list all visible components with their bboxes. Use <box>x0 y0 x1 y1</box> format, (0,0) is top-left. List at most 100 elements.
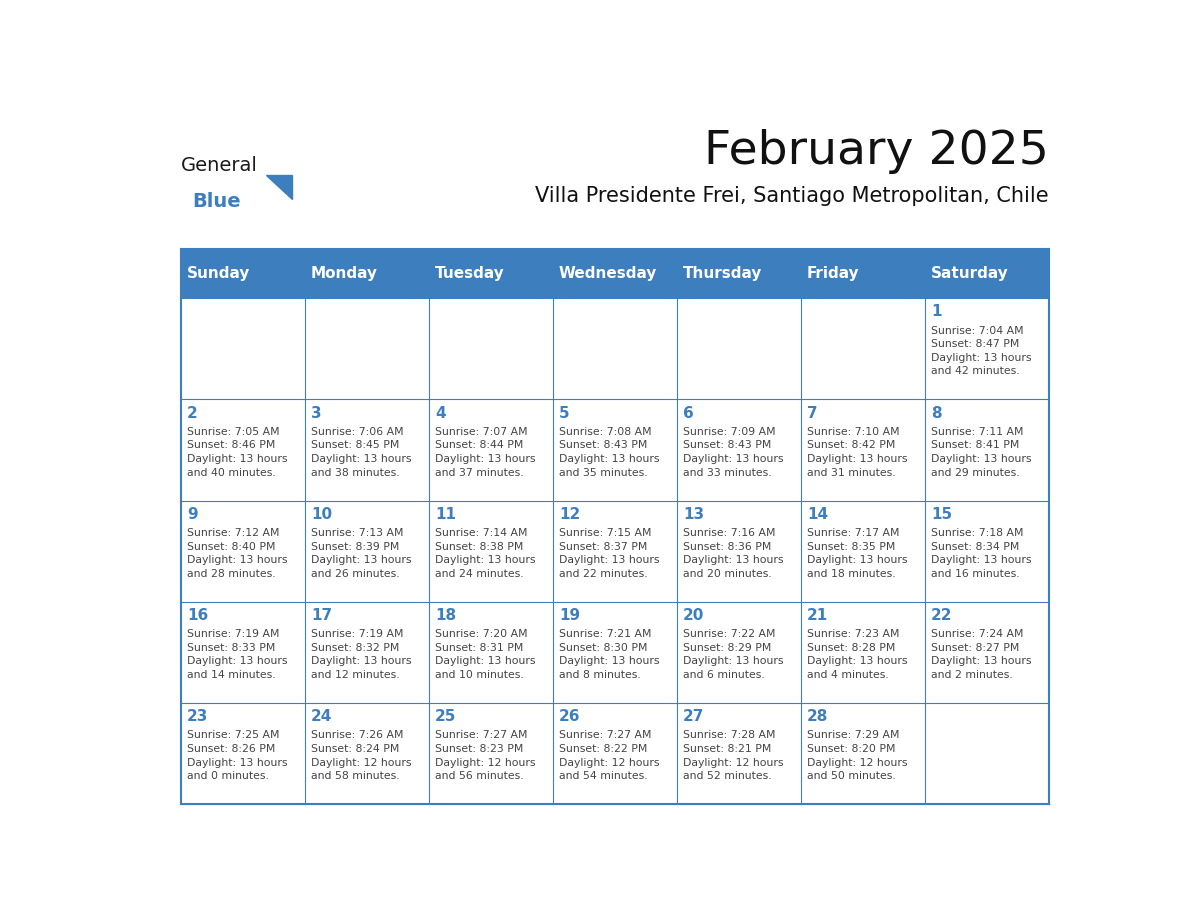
Bar <box>925 500 1049 602</box>
Text: 19: 19 <box>560 608 580 623</box>
Text: General: General <box>181 156 258 175</box>
Text: 7: 7 <box>807 406 817 420</box>
Bar <box>677 500 801 602</box>
Text: Sunrise: 7:13 AM
Sunset: 8:39 PM
Daylight: 13 hours
and 26 minutes.: Sunrise: 7:13 AM Sunset: 8:39 PM Dayligh… <box>311 528 411 578</box>
Bar <box>429 602 552 703</box>
Text: 25: 25 <box>435 710 456 724</box>
Text: 27: 27 <box>683 710 704 724</box>
Text: Sunrise: 7:23 AM
Sunset: 8:28 PM
Daylight: 13 hours
and 4 minutes.: Sunrise: 7:23 AM Sunset: 8:28 PM Dayligh… <box>807 629 908 680</box>
Bar <box>801 250 925 298</box>
Text: Sunrise: 7:25 AM
Sunset: 8:26 PM
Daylight: 13 hours
and 0 minutes.: Sunrise: 7:25 AM Sunset: 8:26 PM Dayligh… <box>187 731 287 781</box>
Bar <box>677 703 801 804</box>
Text: Sunrise: 7:19 AM
Sunset: 8:33 PM
Daylight: 13 hours
and 14 minutes.: Sunrise: 7:19 AM Sunset: 8:33 PM Dayligh… <box>187 629 287 680</box>
Text: 13: 13 <box>683 507 704 521</box>
Text: Sunrise: 7:14 AM
Sunset: 8:38 PM
Daylight: 13 hours
and 24 minutes.: Sunrise: 7:14 AM Sunset: 8:38 PM Dayligh… <box>435 528 536 578</box>
Text: Sunrise: 7:15 AM
Sunset: 8:37 PM
Daylight: 13 hours
and 22 minutes.: Sunrise: 7:15 AM Sunset: 8:37 PM Dayligh… <box>560 528 659 578</box>
Text: Sunrise: 7:09 AM
Sunset: 8:43 PM
Daylight: 13 hours
and 33 minutes.: Sunrise: 7:09 AM Sunset: 8:43 PM Dayligh… <box>683 427 784 477</box>
Text: 28: 28 <box>807 710 828 724</box>
Bar <box>181 602 305 703</box>
Text: 8: 8 <box>931 406 942 420</box>
Text: Sunrise: 7:26 AM
Sunset: 8:24 PM
Daylight: 12 hours
and 58 minutes.: Sunrise: 7:26 AM Sunset: 8:24 PM Dayligh… <box>311 731 411 781</box>
Text: February 2025: February 2025 <box>704 129 1049 174</box>
Text: Sunrise: 7:24 AM
Sunset: 8:27 PM
Daylight: 13 hours
and 2 minutes.: Sunrise: 7:24 AM Sunset: 8:27 PM Dayligh… <box>931 629 1031 680</box>
Bar <box>925 298 1049 399</box>
Text: 18: 18 <box>435 608 456 623</box>
Text: Sunrise: 7:05 AM
Sunset: 8:46 PM
Daylight: 13 hours
and 40 minutes.: Sunrise: 7:05 AM Sunset: 8:46 PM Dayligh… <box>187 427 287 477</box>
Bar <box>181 298 305 399</box>
Text: Thursday: Thursday <box>683 266 763 281</box>
Bar <box>677 298 801 399</box>
Bar <box>677 250 801 298</box>
Text: 14: 14 <box>807 507 828 521</box>
Bar <box>552 298 677 399</box>
Text: Monday: Monday <box>311 266 378 281</box>
Text: 9: 9 <box>187 507 197 521</box>
Text: Sunrise: 7:11 AM
Sunset: 8:41 PM
Daylight: 13 hours
and 29 minutes.: Sunrise: 7:11 AM Sunset: 8:41 PM Dayligh… <box>931 427 1031 477</box>
Text: 22: 22 <box>931 608 953 623</box>
Text: 20: 20 <box>683 608 704 623</box>
Text: 1: 1 <box>931 304 942 319</box>
Text: Sunrise: 7:19 AM
Sunset: 8:32 PM
Daylight: 13 hours
and 12 minutes.: Sunrise: 7:19 AM Sunset: 8:32 PM Dayligh… <box>311 629 411 680</box>
Text: Sunrise: 7:20 AM
Sunset: 8:31 PM
Daylight: 13 hours
and 10 minutes.: Sunrise: 7:20 AM Sunset: 8:31 PM Dayligh… <box>435 629 536 680</box>
Bar <box>181 500 305 602</box>
Text: Sunrise: 7:29 AM
Sunset: 8:20 PM
Daylight: 12 hours
and 50 minutes.: Sunrise: 7:29 AM Sunset: 8:20 PM Dayligh… <box>807 731 908 781</box>
Text: 21: 21 <box>807 608 828 623</box>
Bar <box>305 703 429 804</box>
Bar <box>429 298 552 399</box>
Text: Saturday: Saturday <box>931 266 1009 281</box>
Bar <box>429 250 552 298</box>
Bar <box>181 250 305 298</box>
Text: Blue: Blue <box>191 192 240 210</box>
Text: 2: 2 <box>187 406 197 420</box>
Text: 4: 4 <box>435 406 446 420</box>
Bar <box>801 602 925 703</box>
Text: Sunrise: 7:27 AM
Sunset: 8:22 PM
Daylight: 12 hours
and 54 minutes.: Sunrise: 7:27 AM Sunset: 8:22 PM Dayligh… <box>560 731 659 781</box>
Text: 15: 15 <box>931 507 953 521</box>
Text: 17: 17 <box>311 608 333 623</box>
Text: Tuesday: Tuesday <box>435 266 505 281</box>
Bar <box>801 703 925 804</box>
Text: 11: 11 <box>435 507 456 521</box>
Bar <box>552 500 677 602</box>
Text: Villa Presidente Frei, Santiago Metropolitan, Chile: Villa Presidente Frei, Santiago Metropol… <box>536 185 1049 206</box>
Text: 16: 16 <box>187 608 208 623</box>
Bar <box>925 399 1049 500</box>
Text: Friday: Friday <box>807 266 860 281</box>
Bar <box>925 602 1049 703</box>
Bar <box>552 250 677 298</box>
Text: Sunrise: 7:18 AM
Sunset: 8:34 PM
Daylight: 13 hours
and 16 minutes.: Sunrise: 7:18 AM Sunset: 8:34 PM Dayligh… <box>931 528 1031 578</box>
Text: 12: 12 <box>560 507 580 521</box>
Text: 23: 23 <box>187 710 208 724</box>
Text: 3: 3 <box>311 406 322 420</box>
Bar <box>677 602 801 703</box>
Bar <box>552 602 677 703</box>
Bar <box>305 250 429 298</box>
Text: Wednesday: Wednesday <box>560 266 657 281</box>
Text: 5: 5 <box>560 406 569 420</box>
Bar <box>429 399 552 500</box>
Bar <box>677 399 801 500</box>
Text: Sunrise: 7:04 AM
Sunset: 8:47 PM
Daylight: 13 hours
and 42 minutes.: Sunrise: 7:04 AM Sunset: 8:47 PM Dayligh… <box>931 326 1031 376</box>
Bar <box>925 703 1049 804</box>
Bar <box>801 500 925 602</box>
Text: 26: 26 <box>560 710 581 724</box>
Text: Sunrise: 7:06 AM
Sunset: 8:45 PM
Daylight: 13 hours
and 38 minutes.: Sunrise: 7:06 AM Sunset: 8:45 PM Dayligh… <box>311 427 411 477</box>
Bar <box>925 250 1049 298</box>
Bar <box>801 298 925 399</box>
Text: 24: 24 <box>311 710 333 724</box>
Bar <box>305 399 429 500</box>
Text: 6: 6 <box>683 406 694 420</box>
Bar <box>552 399 677 500</box>
Bar <box>181 399 305 500</box>
Text: Sunday: Sunday <box>187 266 251 281</box>
Bar <box>429 703 552 804</box>
Text: Sunrise: 7:17 AM
Sunset: 8:35 PM
Daylight: 13 hours
and 18 minutes.: Sunrise: 7:17 AM Sunset: 8:35 PM Dayligh… <box>807 528 908 578</box>
Bar <box>181 703 305 804</box>
Text: Sunrise: 7:21 AM
Sunset: 8:30 PM
Daylight: 13 hours
and 8 minutes.: Sunrise: 7:21 AM Sunset: 8:30 PM Dayligh… <box>560 629 659 680</box>
Bar <box>429 500 552 602</box>
Text: Sunrise: 7:27 AM
Sunset: 8:23 PM
Daylight: 12 hours
and 56 minutes.: Sunrise: 7:27 AM Sunset: 8:23 PM Dayligh… <box>435 731 536 781</box>
Text: Sunrise: 7:16 AM
Sunset: 8:36 PM
Daylight: 13 hours
and 20 minutes.: Sunrise: 7:16 AM Sunset: 8:36 PM Dayligh… <box>683 528 784 578</box>
Text: Sunrise: 7:10 AM
Sunset: 8:42 PM
Daylight: 13 hours
and 31 minutes.: Sunrise: 7:10 AM Sunset: 8:42 PM Dayligh… <box>807 427 908 477</box>
Text: 10: 10 <box>311 507 333 521</box>
Bar <box>305 500 429 602</box>
